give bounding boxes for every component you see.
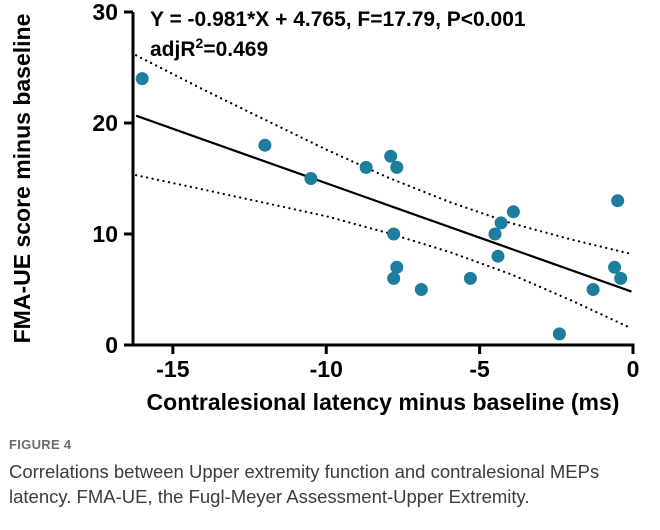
- data-point: [506, 205, 520, 219]
- y-tick-label: 30: [92, 0, 118, 25]
- y-tick-label: 10: [92, 221, 118, 247]
- y-tick-label: 20: [92, 110, 118, 136]
- figure-caption: FIGURE 4 Correlations between Upper extr…: [0, 425, 660, 510]
- data-point: [488, 227, 502, 241]
- data-point: [258, 138, 272, 152]
- x-tick-label: -5: [469, 356, 490, 382]
- chart-area: 0 10 20 30 -15 -10 -5 0 Contralesional latency m…: [9, 0, 640, 415]
- data-point: [390, 260, 404, 274]
- y-axis-label: FMA-UE score minus baseline: [9, 14, 35, 344]
- data-point: [304, 172, 318, 185]
- ci-upper-band: [135, 54, 633, 256]
- data-point: [608, 260, 622, 274]
- y-tick-label: 0: [105, 332, 118, 358]
- data-point: [384, 149, 398, 163]
- data-point: [414, 283, 428, 296]
- data-point: [494, 216, 508, 230]
- equation-annotation: Y = -0.981*X + 4.765, F=17.79, P<0.001: [150, 8, 526, 31]
- figure-label: FIGURE 4: [9, 437, 72, 452]
- x-axis-label: Contralesional latency minus baseline (m…: [147, 389, 620, 415]
- x-tick-label: 0: [627, 356, 640, 382]
- x-tick-label: -10: [310, 356, 343, 382]
- x-tick-label: -15: [156, 356, 189, 382]
- data-point: [387, 271, 401, 285]
- ci-lower-band: [135, 174, 633, 330]
- scatter-plot: 0 10 20 30 -15 -10 -5 0 Contralesional latency m…: [9, 0, 640, 415]
- r-squared-annotation: adjR2=0.469: [150, 35, 268, 61]
- data-point: [463, 271, 477, 285]
- data-point: [359, 160, 373, 174]
- regression-line: [135, 114, 632, 293]
- data-point: [390, 160, 404, 174]
- data-point: [387, 227, 401, 241]
- data-point: [135, 72, 149, 86]
- caption-text: Correlations between Upper extremity fun…: [9, 461, 600, 507]
- data-point: [611, 194, 625, 208]
- data-point: [614, 271, 628, 285]
- data-point: [586, 283, 600, 296]
- data-point: [491, 249, 505, 263]
- data-point: [552, 327, 566, 341]
